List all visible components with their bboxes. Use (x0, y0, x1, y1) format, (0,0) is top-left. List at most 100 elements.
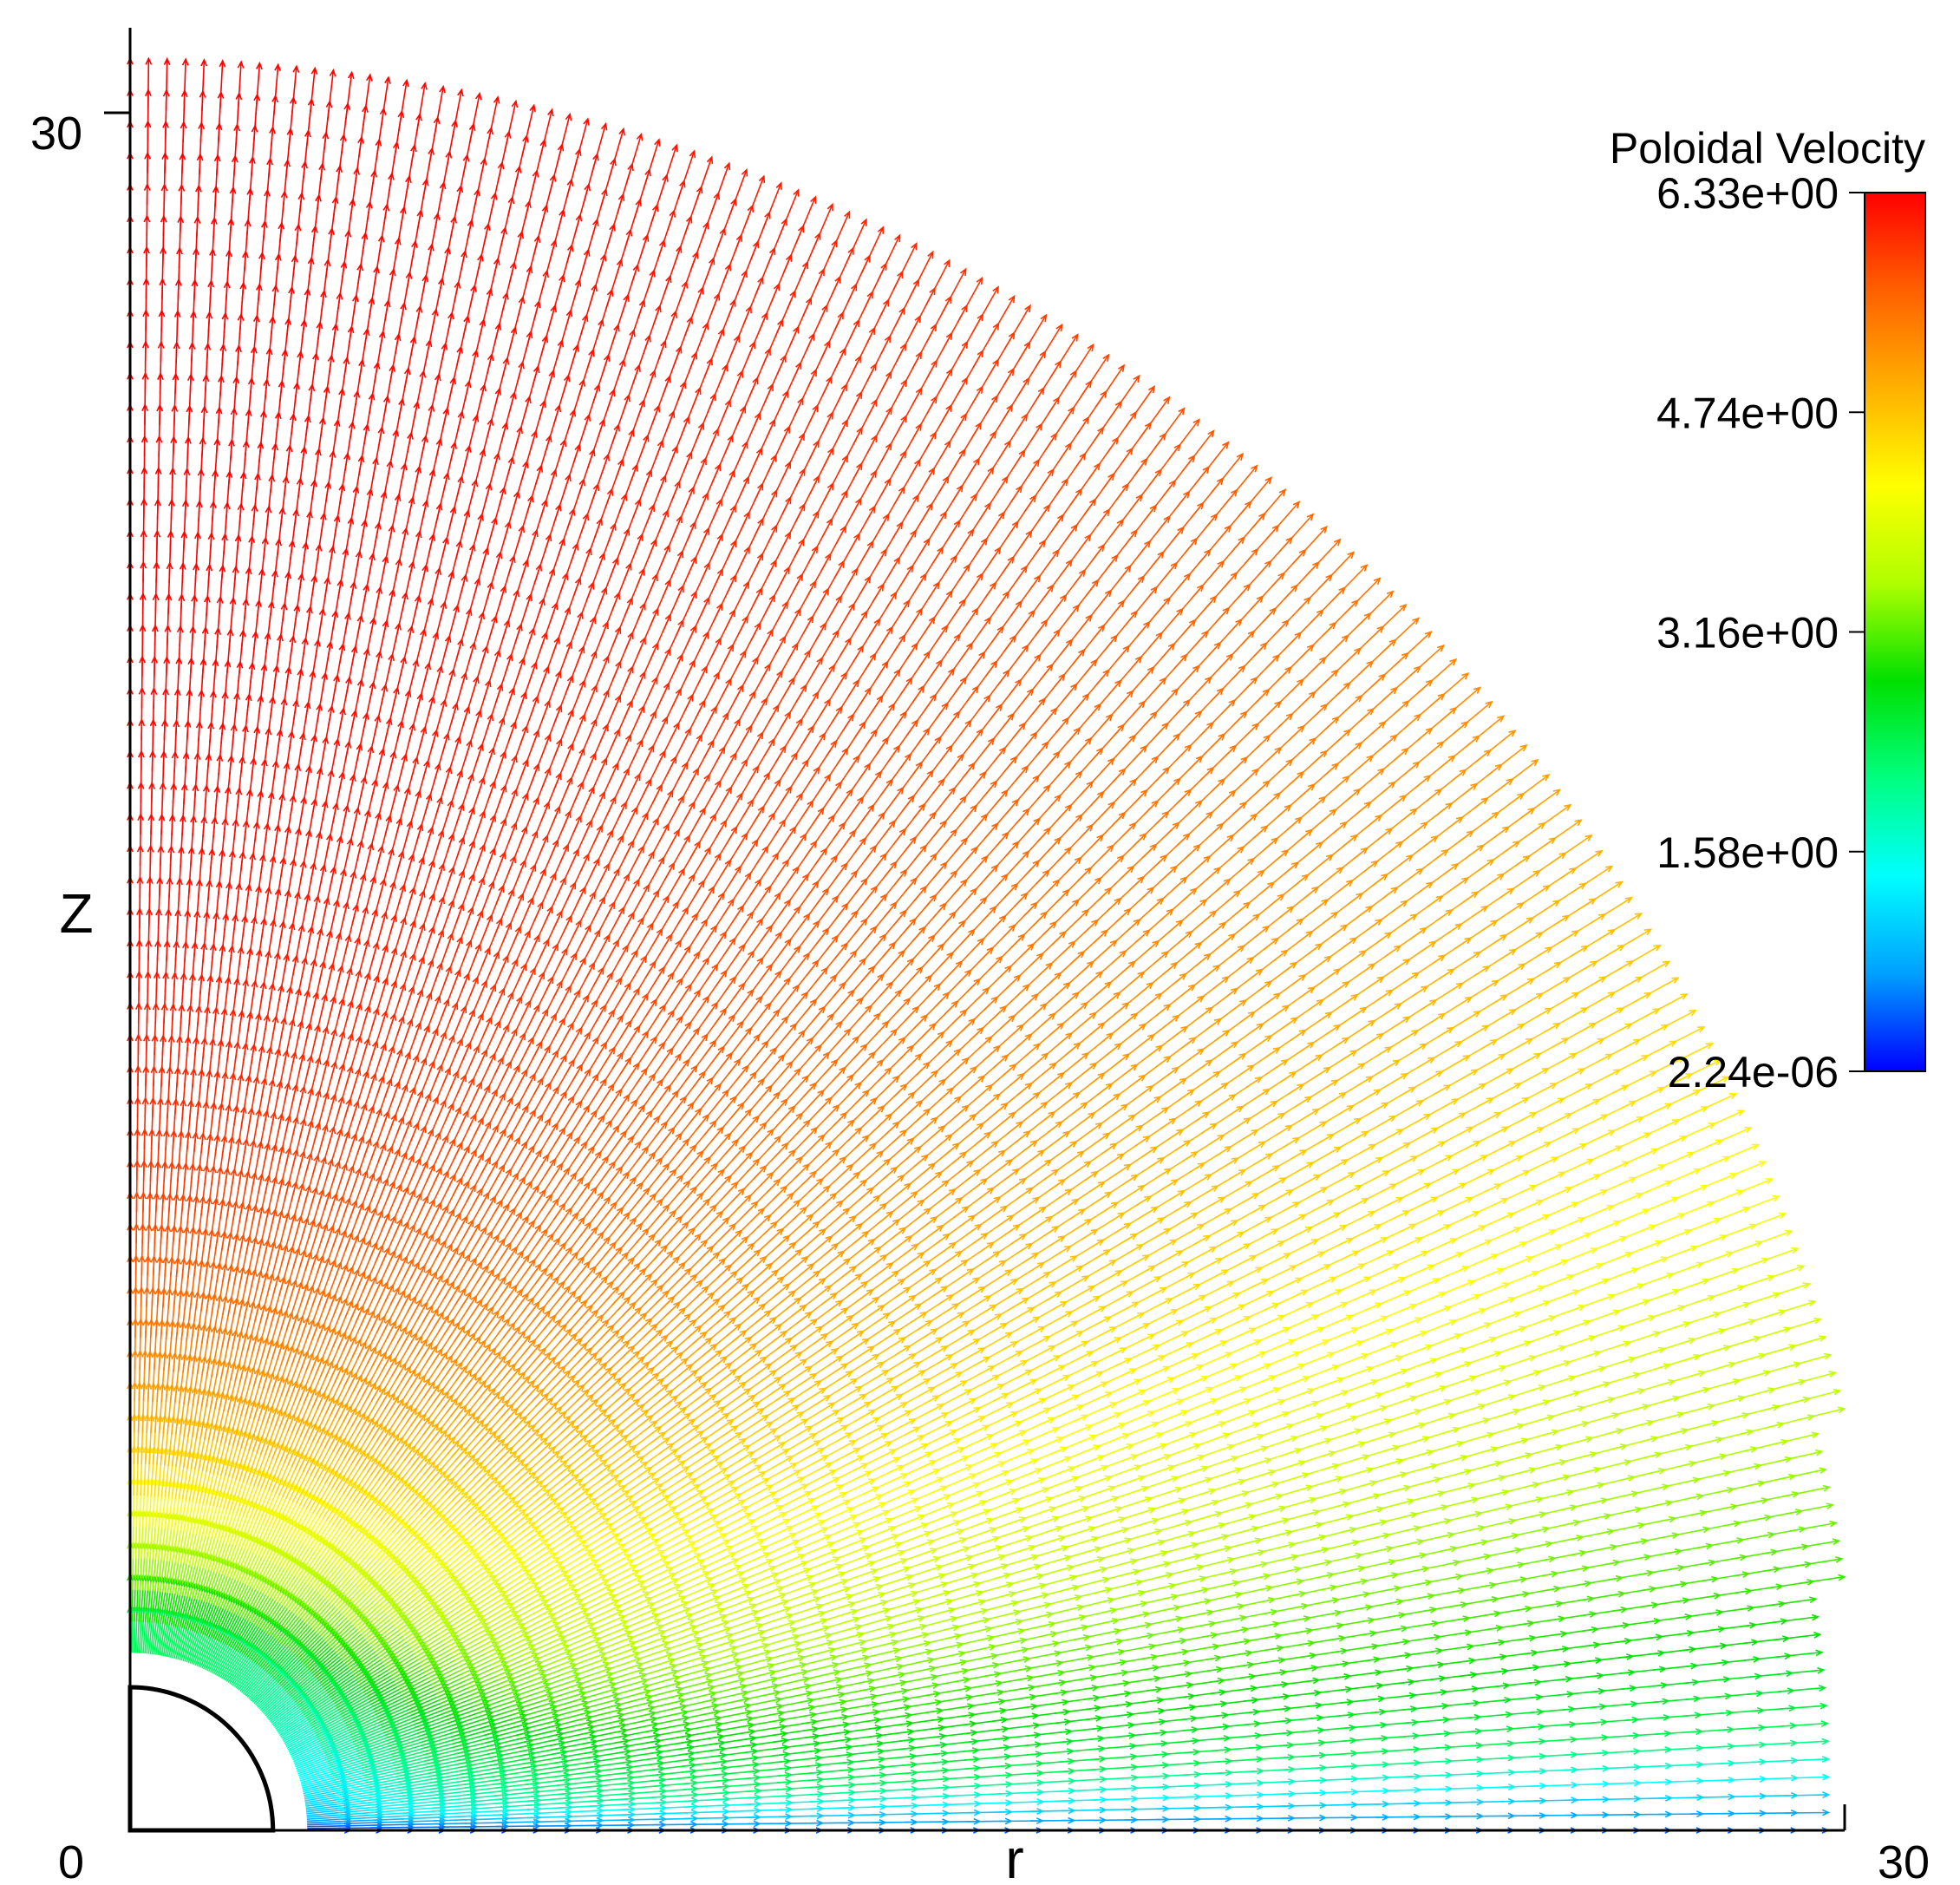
velocity-arrow (1471, 1532, 1520, 1546)
velocity-arrow (1149, 1704, 1198, 1713)
velocity-arrow (1442, 1417, 1491, 1434)
velocity-arrow (1488, 1467, 1538, 1482)
velocity-arrow (1220, 1561, 1269, 1575)
velocity-arrow (1594, 1506, 1643, 1520)
velocity-arrow (1370, 1511, 1419, 1526)
velocity-arrow (1667, 1403, 1715, 1419)
velocity-arrow (1761, 1543, 1810, 1555)
velocity-arrow (1745, 1229, 1793, 1248)
velocity-arrow (1317, 1565, 1367, 1579)
velocity-arrow (1515, 1443, 1564, 1459)
velocity-arrow (1214, 1537, 1264, 1553)
velocity-arrow (1298, 1634, 1347, 1646)
velocity-arrow (1098, 1589, 1147, 1604)
velocity-arrow (1488, 1634, 1538, 1645)
velocity-arrow (1580, 1443, 1629, 1458)
velocity-arrow (1507, 1414, 1556, 1430)
velocity-arrow (1793, 1388, 1842, 1404)
velocity-arrow (1451, 1596, 1500, 1607)
velocity-arrow (1276, 1522, 1324, 1536)
velocity-arrow (1218, 1549, 1266, 1564)
velocity-arrow (1567, 1397, 1616, 1413)
velocity-arrow (1147, 1692, 1196, 1703)
velocity-arrow (1448, 1581, 1498, 1594)
velocity-arrow (1492, 1482, 1541, 1496)
velocity-arrow (698, 1677, 747, 1692)
velocity-arrow (1416, 1440, 1465, 1456)
velocity-arrow (1360, 1625, 1409, 1636)
velocity-arrow (1156, 1564, 1205, 1579)
velocity-arrow (1786, 1502, 1835, 1515)
velocity-arrow (555, 1768, 604, 1777)
velocity-arrow (1234, 1633, 1283, 1645)
velocity-arrow (1210, 1685, 1258, 1695)
velocity-arrow (1698, 1109, 1746, 1132)
velocity-arrow (1480, 1437, 1530, 1454)
velocity-arrow (1764, 1561, 1813, 1572)
velocity-arrow (1248, 1541, 1297, 1556)
velocity-arrow (638, 1698, 687, 1712)
velocity-arrow (1094, 363, 1126, 409)
velocity-arrow (1614, 1451, 1663, 1466)
velocity-arrow (1426, 1643, 1475, 1653)
velocity-arrow (1413, 1559, 1461, 1573)
velocity-arrow (867, 1737, 917, 1746)
velocity-arrow (1618, 1468, 1667, 1482)
velocity-arrow (646, 1738, 695, 1750)
velocity-arrow (611, 1716, 659, 1729)
velocity-arrow (1676, 1437, 1724, 1451)
velocity-arrow (1460, 1653, 1508, 1663)
velocity-arrow (955, 1679, 1004, 1692)
velocity-arrow (1604, 1554, 1652, 1566)
velocity-arrow (1166, 1609, 1215, 1622)
velocity-arrow (1330, 1480, 1378, 1496)
velocity-arrow (1644, 1613, 1693, 1624)
velocity-arrow (1208, 1673, 1258, 1684)
velocity-arrow (1325, 1604, 1374, 1616)
velocity-arrow (1323, 1591, 1371, 1603)
velocity-arrow (1696, 1537, 1745, 1549)
velocity-arrow (1424, 1629, 1473, 1640)
velocity-arrow (1035, 1594, 1083, 1609)
velocity-arrow (1782, 1738, 1830, 1745)
velocity-arrow (1036, 1604, 1086, 1619)
velocity-arrow (1168, 1620, 1217, 1633)
velocity-arrow (1519, 1630, 1569, 1640)
velocity-arrow (1394, 631, 1433, 667)
velocity-arrow (1145, 1671, 1193, 1681)
velocity-arrow (833, 1709, 881, 1720)
velocity-arrow (555, 1772, 604, 1782)
velocity-arrow (1118, 1707, 1166, 1717)
velocity-arrow (608, 1705, 657, 1719)
velocity-arrow (1586, 1653, 1635, 1663)
velocity-arrow (1161, 1587, 1211, 1600)
velocity-arrow (1019, 313, 1048, 360)
velocity-arrow (1251, 488, 1287, 529)
velocity-arrow (1598, 913, 1643, 940)
velocity-arrow (1608, 928, 1653, 956)
velocity-arrow (1474, 1547, 1523, 1560)
velocity-arrow (1139, 396, 1171, 439)
velocity-arrow (1726, 1178, 1774, 1198)
velocity-arrow (1484, 1605, 1533, 1616)
velocity-arrow (1258, 1590, 1308, 1603)
velocity-arrow (1549, 1611, 1597, 1621)
velocity-arrow (1164, 1598, 1212, 1611)
velocity-arrow (834, 1725, 884, 1735)
velocity-arrow (1016, 1659, 1064, 1672)
velocity-arrow (1660, 1026, 1706, 1050)
velocity-arrow (1018, 1679, 1068, 1691)
velocity-arrow (991, 1712, 1041, 1723)
velocity-arrow (983, 1656, 1032, 1668)
velocity-arrow (981, 1646, 1030, 1659)
velocity-arrow (1382, 1436, 1431, 1452)
velocity-arrow (1767, 1414, 1816, 1429)
velocity-arrow (1205, 1650, 1254, 1661)
velocity-arrow (1143, 1659, 1192, 1671)
velocity-arrow (960, 1717, 1009, 1726)
velocity-arrow (1513, 1585, 1562, 1597)
velocity-arrow (1243, 1693, 1291, 1703)
velocity-arrow (1230, 1608, 1279, 1621)
velocity-arrow (1303, 1672, 1352, 1683)
velocity-arrow (1744, 1456, 1793, 1469)
